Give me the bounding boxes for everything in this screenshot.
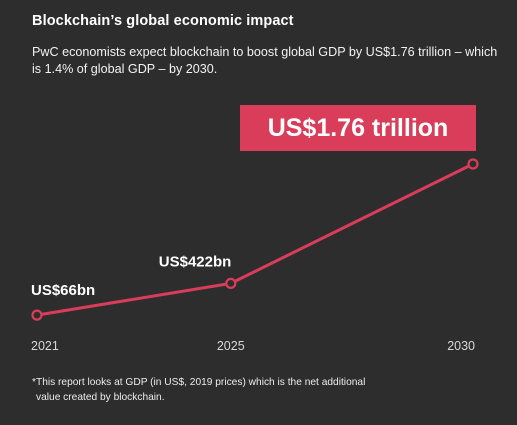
footnote: *This report looks at GDP (in US$, 2019 … (32, 375, 472, 405)
headline-value: US$1.76 trillion (267, 113, 449, 142)
x-tick-label-2030: 2030 (447, 339, 475, 353)
data-point-2021 (31, 309, 43, 321)
x-tick-label-2025: 2025 (217, 339, 245, 353)
data-label-2021: US$66bn (31, 282, 95, 299)
footnote-line-1: *This report looks at GDP (in US$, 2019 … (32, 377, 366, 388)
data-point-2025 (225, 277, 237, 289)
data-label-2025: US$422bn (159, 253, 232, 270)
series-line (36, 162, 474, 317)
headline-callout: US$1.76 trillion (240, 105, 476, 151)
chart-subtitle: PwC economists expect blockchain to boos… (32, 45, 498, 76)
x-tick-label-2021: 2021 (31, 339, 59, 353)
chart-title: Blockchain’s global economic impact (32, 13, 294, 29)
data-point-2030 (467, 158, 479, 170)
footnote-line-2: value created by blockchain. (36, 392, 165, 403)
